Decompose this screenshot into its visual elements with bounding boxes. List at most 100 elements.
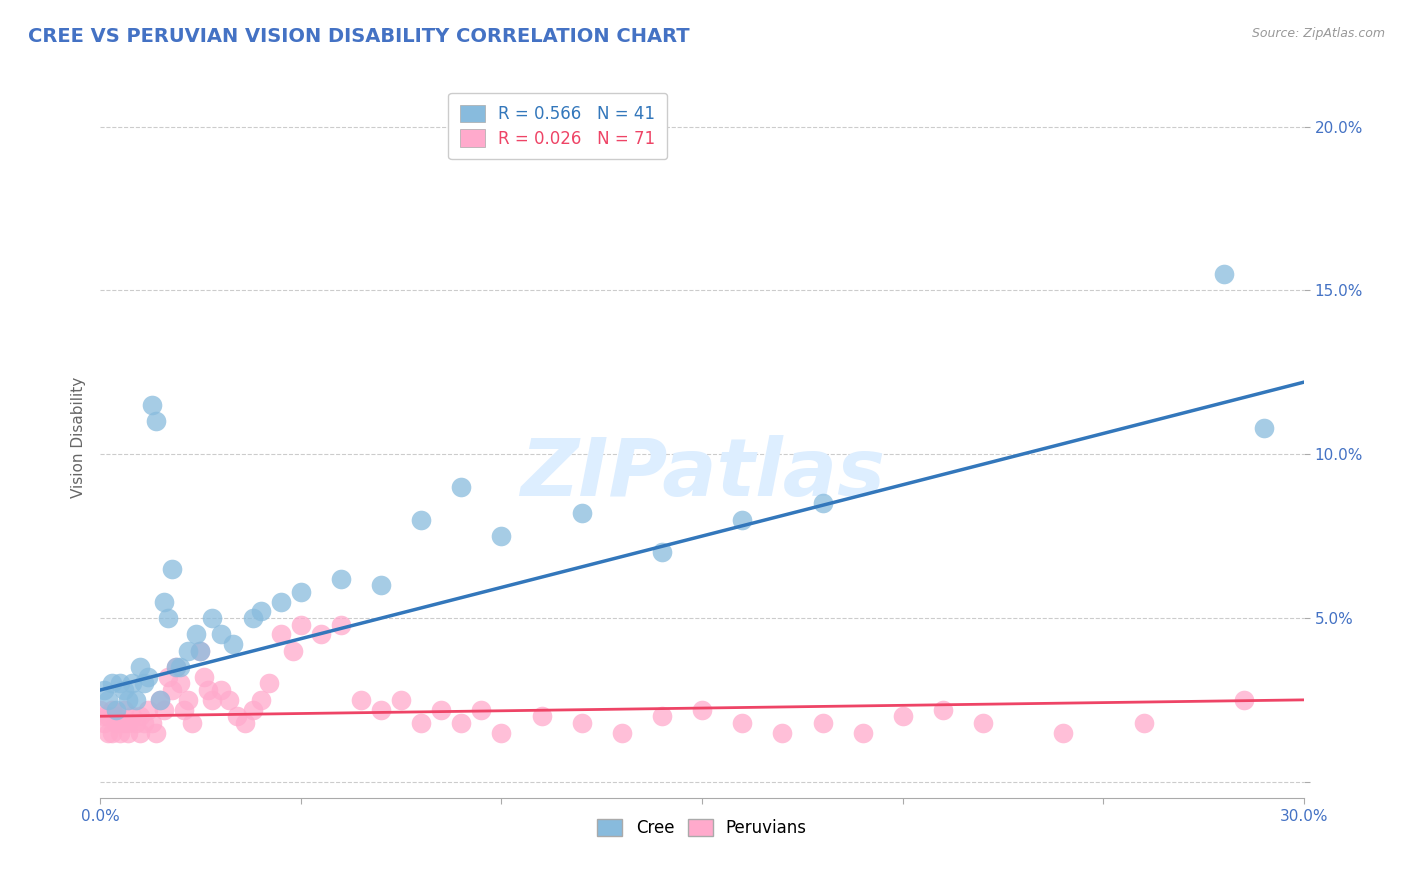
Point — [173, 703, 195, 717]
Point — [290, 617, 312, 632]
Point — [329, 572, 352, 586]
Point — [145, 414, 167, 428]
Point — [169, 676, 191, 690]
Point — [731, 715, 754, 730]
Point — [169, 660, 191, 674]
Point — [93, 709, 115, 723]
Point — [190, 644, 212, 658]
Point — [249, 693, 271, 707]
Point — [125, 693, 148, 707]
Point — [209, 627, 232, 641]
Point — [932, 703, 955, 717]
Point — [1132, 715, 1154, 730]
Point — [233, 715, 256, 730]
Point — [201, 693, 224, 707]
Point — [350, 693, 373, 707]
Point — [181, 715, 204, 730]
Point — [411, 715, 433, 730]
Point — [149, 693, 172, 707]
Point — [97, 725, 120, 739]
Point — [105, 715, 128, 730]
Point — [257, 676, 280, 690]
Point — [450, 715, 472, 730]
Point — [177, 644, 200, 658]
Point — [290, 584, 312, 599]
Point — [157, 611, 180, 625]
Point — [242, 703, 264, 717]
Point — [309, 627, 332, 641]
Point — [411, 513, 433, 527]
Point — [1253, 421, 1275, 435]
Point — [221, 637, 243, 651]
Point — [610, 725, 633, 739]
Text: Source: ZipAtlas.com: Source: ZipAtlas.com — [1251, 27, 1385, 40]
Point — [370, 578, 392, 592]
Point — [141, 398, 163, 412]
Point — [129, 660, 152, 674]
Point — [112, 715, 135, 730]
Point — [108, 725, 131, 739]
Text: ZIPatlas: ZIPatlas — [520, 434, 884, 513]
Point — [117, 715, 139, 730]
Point — [136, 670, 159, 684]
Point — [129, 725, 152, 739]
Point — [105, 703, 128, 717]
Y-axis label: Vision Disability: Vision Disability — [72, 377, 86, 499]
Point — [190, 644, 212, 658]
Point — [121, 709, 143, 723]
Point — [117, 693, 139, 707]
Point — [101, 703, 124, 717]
Point — [162, 683, 184, 698]
Point — [450, 480, 472, 494]
Point — [370, 703, 392, 717]
Point — [972, 715, 994, 730]
Point — [145, 725, 167, 739]
Point — [197, 683, 219, 698]
Point — [108, 676, 131, 690]
Point — [1212, 267, 1234, 281]
Point — [149, 693, 172, 707]
Point — [225, 709, 247, 723]
Point — [97, 693, 120, 707]
Point — [153, 703, 176, 717]
Point — [105, 709, 128, 723]
Point — [108, 715, 131, 730]
Point — [209, 683, 232, 698]
Point — [491, 725, 513, 739]
Point — [165, 660, 187, 674]
Point — [249, 604, 271, 618]
Point — [186, 627, 208, 641]
Point — [165, 660, 187, 674]
Point — [270, 594, 292, 608]
Point — [281, 644, 304, 658]
Point — [811, 496, 834, 510]
Point — [125, 715, 148, 730]
Point — [571, 506, 593, 520]
Point — [121, 676, 143, 690]
Point — [329, 617, 352, 632]
Point — [811, 715, 834, 730]
Point — [731, 513, 754, 527]
Point — [651, 709, 673, 723]
Point — [153, 594, 176, 608]
Point — [134, 715, 156, 730]
Point — [136, 703, 159, 717]
Point — [470, 703, 492, 717]
Point — [101, 725, 124, 739]
Point — [651, 545, 673, 559]
Point — [177, 693, 200, 707]
Point — [117, 725, 139, 739]
Point — [242, 611, 264, 625]
Point — [571, 715, 593, 730]
Point — [270, 627, 292, 641]
Point — [1052, 725, 1074, 739]
Point — [162, 562, 184, 576]
Point — [1233, 693, 1256, 707]
Point — [141, 715, 163, 730]
Point — [201, 611, 224, 625]
Point — [93, 683, 115, 698]
Point — [770, 725, 793, 739]
Point — [112, 703, 135, 717]
Point — [852, 725, 875, 739]
Point — [430, 703, 453, 717]
